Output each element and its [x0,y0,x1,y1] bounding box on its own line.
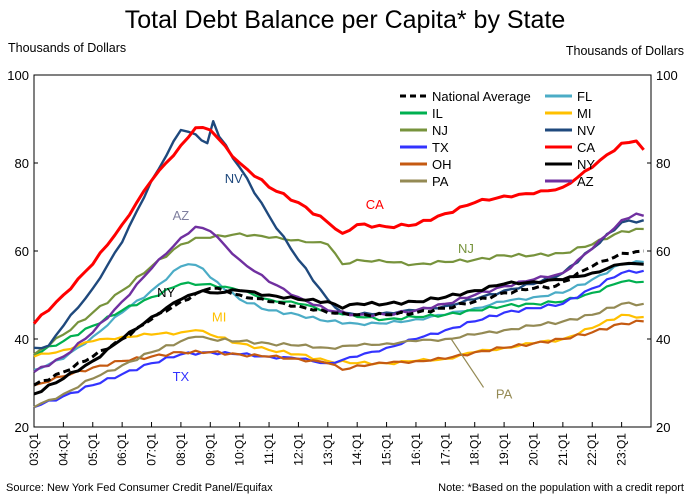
x-tick-label: 19:Q1 [497,433,511,466]
series-line-il [33,279,644,356]
legend: National Average IL NJ TX OH PA FL MI NV CA NY AZ [400,89,595,189]
y-ticks-left: 20 40 60 80 100 [7,68,38,435]
y-axis-label-right: Thousands of Dollars [566,44,684,58]
x-tick-label: 10:Q1 [233,433,247,466]
x-tick-label: 12:Q1 [291,433,305,466]
series-line-nj [33,227,644,356]
series-lines [32,120,645,409]
legend-label-nj: NJ [432,123,448,138]
legend-label-nv: NV [577,123,595,138]
x-tick-label: 03:Q1 [27,433,41,466]
series-line-national-average [33,249,644,387]
y-tick-label-right: 80 [656,156,670,171]
legend-label-oh: OH [432,157,452,172]
annotation-nv: NV [225,171,243,186]
y-tick-label-left: 100 [7,68,29,83]
series-line-oh [33,319,644,387]
y-tick-label-right: 40 [656,332,670,347]
x-tick-label: 11:Q1 [262,433,276,465]
x-tick-label: 15:Q1 [380,433,394,466]
x-tick-label: 23:Q1 [615,433,629,466]
annotation-tx: TX [173,369,190,384]
annotation-pa: PA [496,386,513,401]
legend-label-mi: MI [577,106,591,121]
legend-label-fl: FL [577,89,592,104]
x-tick-label: 08:Q1 [174,433,188,466]
legend-label-il: IL [432,106,443,121]
x-tick-label: 05:Q1 [86,433,100,466]
y-tick-label-left: 60 [15,244,29,259]
series-line-tx [33,269,644,409]
chart-title: Total Debt Balance per Capita* by State [125,6,566,34]
footnote: Note: *Based on the population with a cr… [438,482,684,494]
legend-label-tx: TX [432,140,449,155]
x-tick-label: 21:Q1 [556,433,570,466]
y-tick-label-left: 40 [15,332,29,347]
plot-frame [33,74,652,428]
y-axis-label-left: Thousands of Dollars [8,41,126,55]
x-tick-label: 18:Q1 [468,433,482,466]
x-tick-label: 09:Q1 [203,433,217,466]
series-annotations: CA NV AZ NJ NY MI TX PA [157,171,512,402]
x-tick-label: 04:Q1 [56,433,70,466]
y-tick-label-left: 80 [15,156,29,171]
series-line-az [33,212,645,373]
x-ticks: 03:Q1 04:Q1 05:Q1 06:Q1 07:Q1 08:Q1 09:Q1 10:Q1… [27,422,629,466]
x-tick-label: 13:Q1 [321,433,335,466]
x-tick-label: 07:Q1 [145,433,159,466]
source-note: Source: New York Fed Consumer Credit Pan… [6,482,273,494]
legend-label-national-average: National Average [432,89,531,104]
x-tick-label: 17:Q1 [438,433,452,466]
series-line-pa [33,301,644,409]
x-tick-label: 16:Q1 [409,433,423,466]
annotation-ca: CA [366,197,384,212]
legend-label-ca: CA [577,140,595,155]
y-tick-label-right: 100 [656,68,678,83]
annotation-nj: NJ [458,241,474,256]
series-line-fl [33,260,644,371]
legend-label-pa: PA [432,174,449,189]
y-tick-label-right: 60 [656,244,670,259]
y-ticks-right: 20 40 60 80 100 [647,68,678,435]
x-tick-label: 14:Q1 [350,433,364,466]
series-line-ca [32,126,645,325]
x-tick-label: 06:Q1 [115,433,129,466]
x-tick-label: 22:Q1 [585,433,599,466]
annotation-mi: MI [212,309,226,324]
pa-pointer-line [450,338,485,388]
legend-label-ny: NY [577,157,595,172]
annotation-az: AZ [173,208,190,223]
legend-label-az: AZ [577,174,594,189]
x-tick-label: 20:Q1 [526,433,540,466]
annotation-ny: NY [157,285,175,300]
y-tick-label-right: 20 [656,420,670,435]
series-line-ny [33,261,644,396]
y-tick-label-left: 20 [15,420,29,435]
